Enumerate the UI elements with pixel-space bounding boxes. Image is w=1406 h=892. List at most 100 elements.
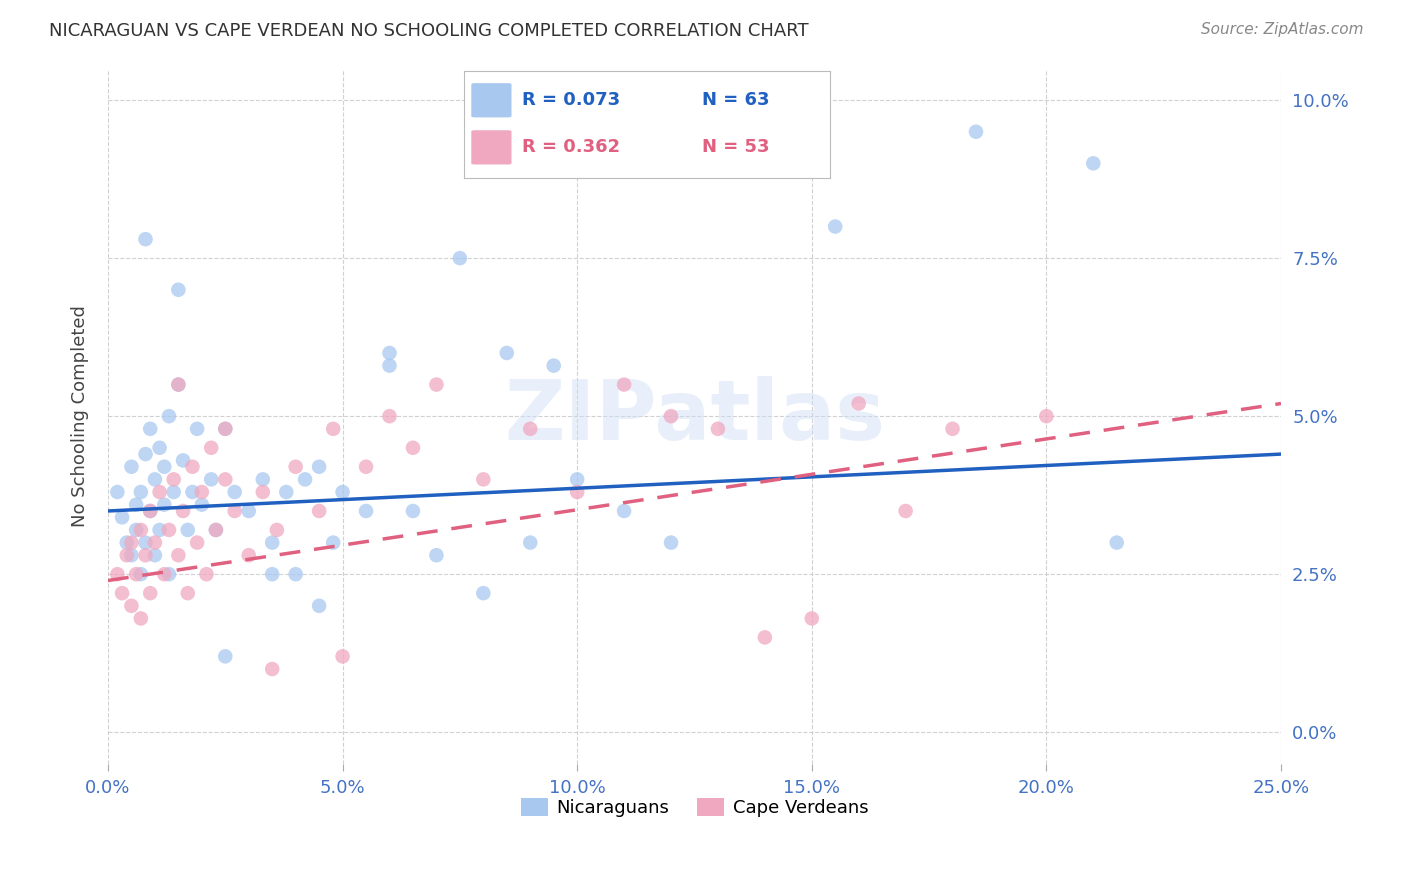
- Point: [125, 567, 148, 582]
- Point: [214, 472, 236, 486]
- Point: [195, 567, 218, 582]
- Point: [139, 504, 162, 518]
- Point: [135, 548, 157, 562]
- Point: [135, 447, 157, 461]
- Point: [567, 472, 589, 486]
- Point: [214, 422, 236, 436]
- Point: [143, 548, 166, 562]
- Point: [894, 504, 917, 518]
- Point: [139, 504, 162, 518]
- Point: [659, 535, 682, 549]
- Point: [120, 599, 142, 613]
- Point: [1035, 409, 1057, 424]
- Point: [425, 548, 447, 562]
- Point: [402, 504, 425, 518]
- Point: [135, 232, 157, 246]
- Point: [425, 377, 447, 392]
- Point: [754, 631, 776, 645]
- Point: [163, 472, 186, 486]
- Point: [172, 453, 194, 467]
- Point: [284, 567, 307, 582]
- Point: [120, 459, 142, 474]
- Point: [105, 485, 128, 500]
- Point: [238, 548, 260, 562]
- Point: [308, 599, 330, 613]
- Point: [495, 346, 517, 360]
- Point: [941, 422, 963, 436]
- Point: [157, 409, 180, 424]
- Point: [214, 422, 236, 436]
- Point: [186, 422, 208, 436]
- Point: [143, 535, 166, 549]
- Point: [129, 523, 152, 537]
- Point: [181, 459, 204, 474]
- Point: [143, 472, 166, 486]
- Point: [181, 485, 204, 500]
- Text: R = 0.073: R = 0.073: [523, 91, 620, 109]
- Legend: Nicaraguans, Cape Verdeans: Nicaraguans, Cape Verdeans: [513, 790, 876, 824]
- Point: [153, 567, 176, 582]
- Point: [139, 422, 162, 436]
- Point: [205, 523, 228, 537]
- Point: [519, 422, 541, 436]
- Point: [824, 219, 846, 234]
- Point: [111, 586, 134, 600]
- Point: [224, 504, 246, 518]
- Text: R = 0.362: R = 0.362: [523, 138, 620, 156]
- Point: [567, 485, 589, 500]
- Point: [149, 441, 172, 455]
- Text: N = 53: N = 53: [702, 138, 769, 156]
- Point: [519, 535, 541, 549]
- Point: [332, 649, 354, 664]
- Point: [354, 459, 377, 474]
- Point: [238, 504, 260, 518]
- Point: [153, 459, 176, 474]
- Point: [214, 649, 236, 664]
- Point: [332, 485, 354, 500]
- Point: [294, 472, 316, 486]
- Point: [262, 535, 284, 549]
- Point: [659, 409, 682, 424]
- Point: [848, 396, 870, 410]
- Point: [284, 459, 307, 474]
- Point: [613, 504, 636, 518]
- Point: [378, 359, 401, 373]
- Point: [149, 523, 172, 537]
- Point: [1083, 156, 1105, 170]
- Point: [252, 472, 274, 486]
- Point: [186, 535, 208, 549]
- Point: [224, 485, 246, 500]
- Point: [115, 548, 138, 562]
- Point: [120, 548, 142, 562]
- Text: NICARAGUAN VS CAPE VERDEAN NO SCHOOLING COMPLETED CORRELATION CHART: NICARAGUAN VS CAPE VERDEAN NO SCHOOLING …: [49, 22, 808, 40]
- Point: [1105, 535, 1128, 549]
- Point: [276, 485, 298, 500]
- Point: [200, 441, 222, 455]
- Point: [308, 459, 330, 474]
- Point: [965, 125, 987, 139]
- Point: [205, 523, 228, 537]
- Point: [157, 567, 180, 582]
- Point: [177, 523, 200, 537]
- Point: [200, 472, 222, 486]
- Point: [135, 535, 157, 549]
- Point: [129, 567, 152, 582]
- Point: [177, 586, 200, 600]
- Point: [172, 504, 194, 518]
- Point: [139, 586, 162, 600]
- Point: [402, 441, 425, 455]
- Text: N = 63: N = 63: [702, 91, 769, 109]
- Point: [167, 377, 190, 392]
- Point: [543, 359, 565, 373]
- Point: [125, 523, 148, 537]
- Point: [472, 472, 495, 486]
- Point: [262, 662, 284, 676]
- Text: ZIPatlas: ZIPatlas: [503, 376, 884, 457]
- Point: [129, 611, 152, 625]
- Point: [167, 283, 190, 297]
- FancyBboxPatch shape: [471, 83, 512, 118]
- Point: [191, 485, 214, 500]
- Point: [191, 498, 214, 512]
- Point: [308, 504, 330, 518]
- Point: [354, 504, 377, 518]
